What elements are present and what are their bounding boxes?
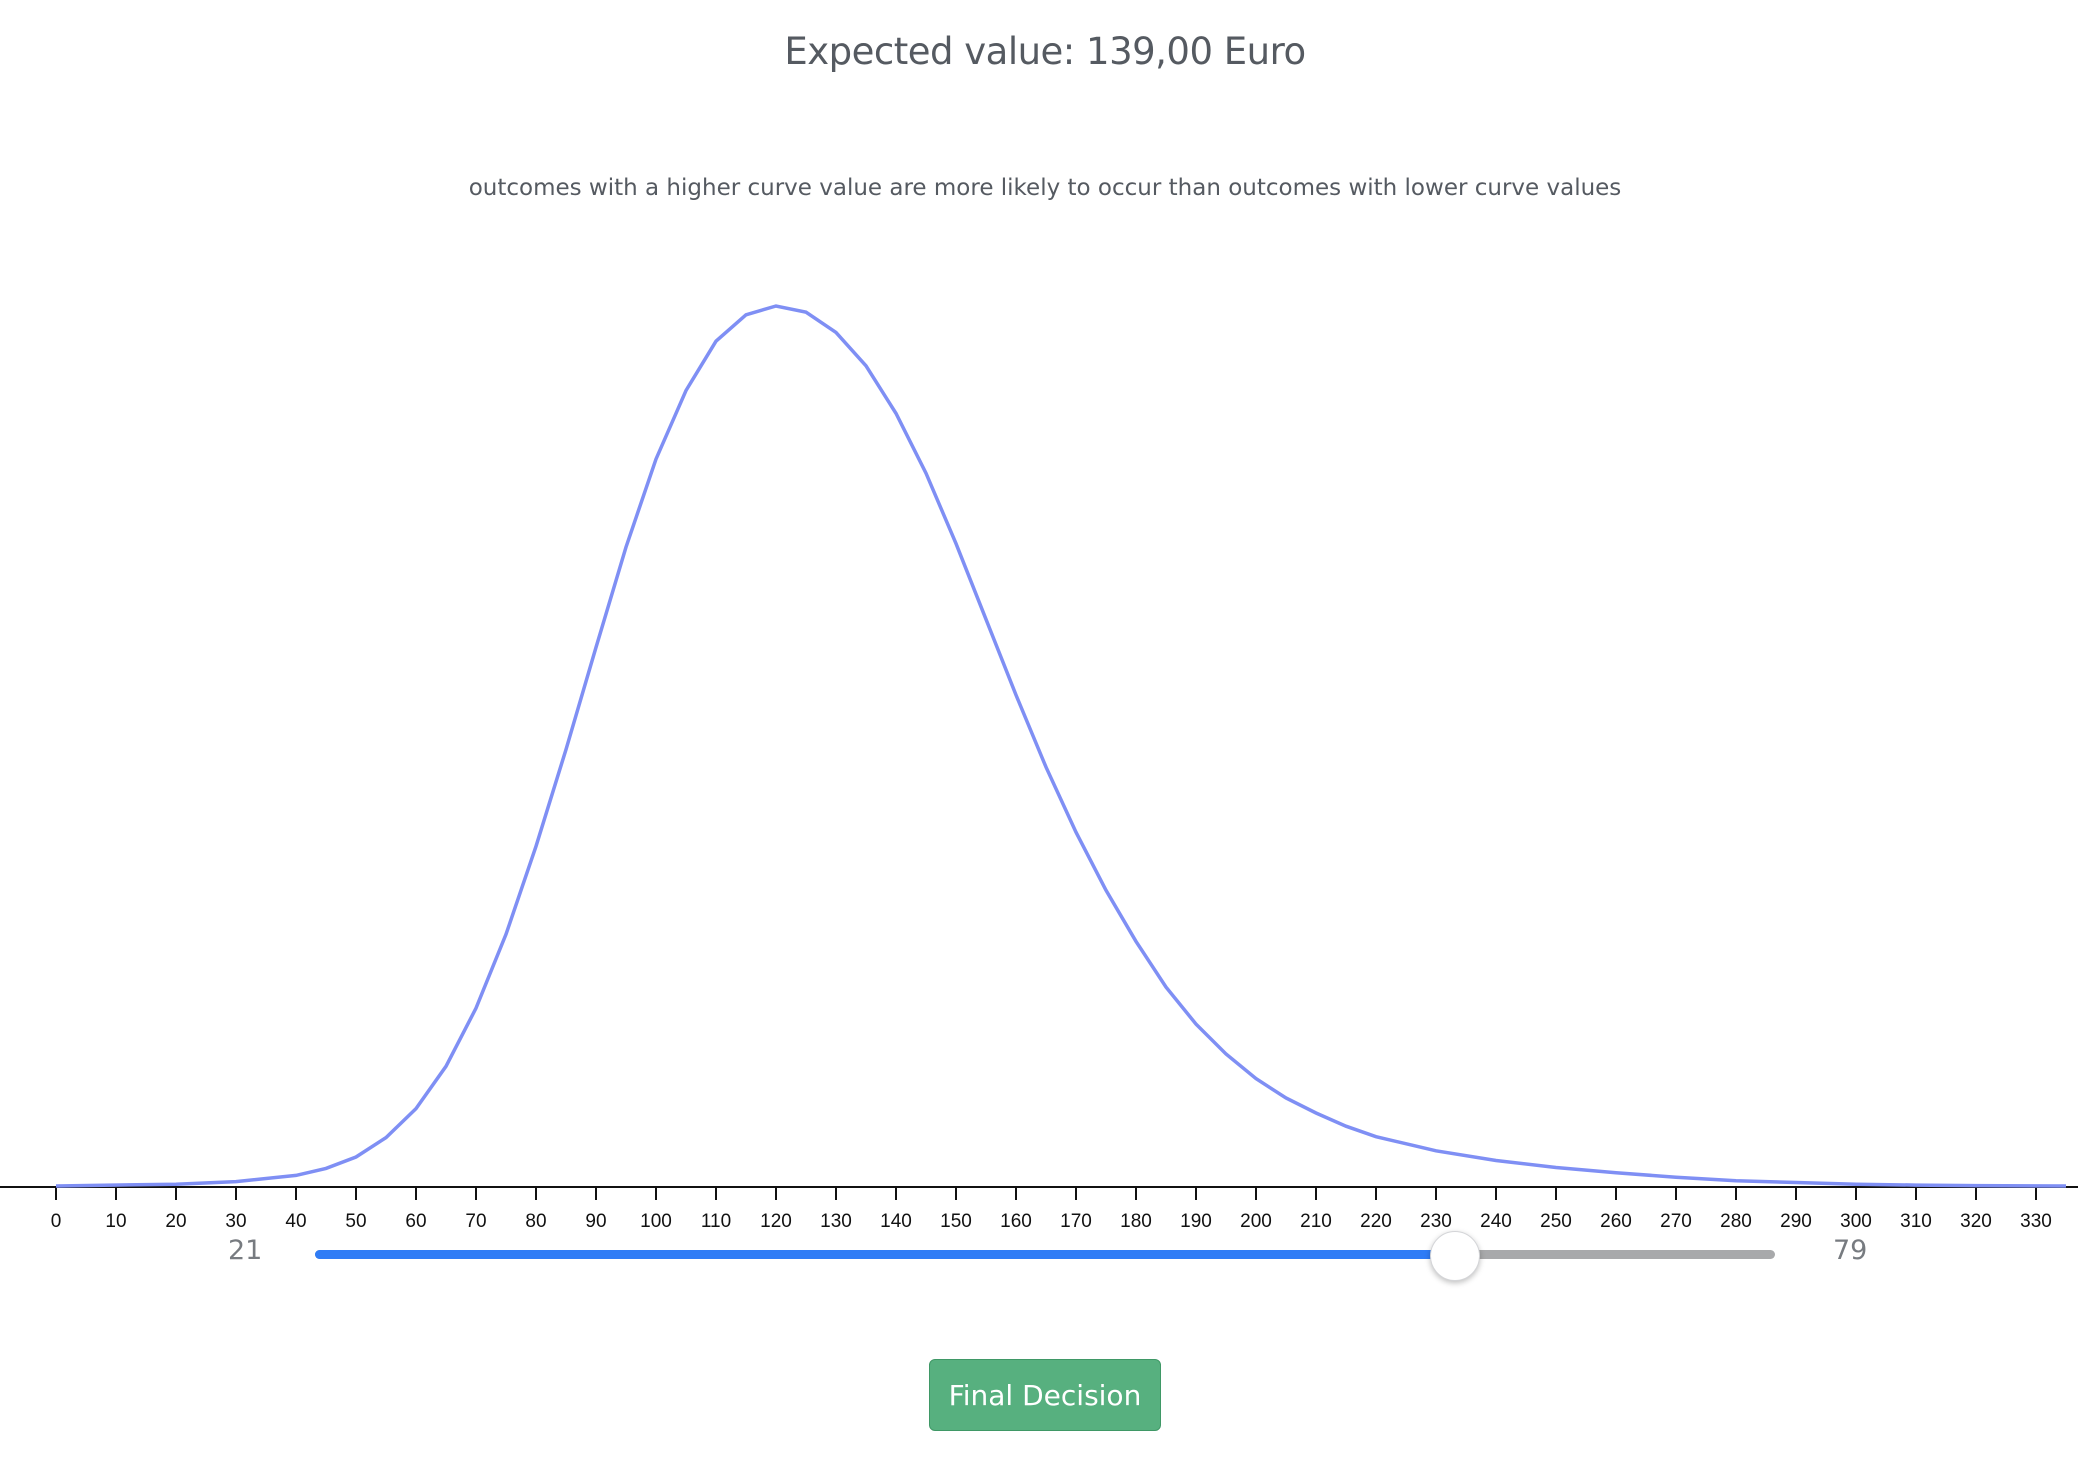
x-tick-label: 50 (345, 1211, 366, 1232)
x-tick-label: 150 (940, 1211, 972, 1232)
x-tick-label: 300 (1840, 1211, 1872, 1232)
x-tick-label: 120 (760, 1211, 792, 1232)
x-tick-label: 280 (1720, 1211, 1752, 1232)
x-tick-label: 170 (1060, 1211, 1092, 1232)
x-tick-label: 200 (1240, 1211, 1272, 1232)
x-tick-label: 70 (465, 1211, 486, 1232)
x-tick-label: 220 (1360, 1211, 1392, 1232)
x-tick-label: 110 (701, 1211, 731, 1232)
x-tick-label: 210 (1300, 1211, 1332, 1232)
x-tick-label: 180 (1120, 1211, 1152, 1232)
x-tick-label: 100 (640, 1211, 672, 1232)
x-axis-ticks: 0 10 20 30 40 50 60 70 80 90 100 110 120 130 140 150 160… (51, 1187, 2052, 1232)
x-tick-label: 90 (585, 1211, 606, 1232)
x-tick-label: 40 (285, 1211, 306, 1232)
curve-explanation-text: outcomes with a higher curve value are m… (468, 175, 1622, 201)
slider-thumb[interactable] (1429, 1231, 1480, 1281)
final-decision-button[interactable]: Final Decision (929, 1359, 1161, 1431)
x-tick-label: 160 (1000, 1211, 1032, 1232)
slider-min-label: 21 (228, 1235, 263, 1266)
x-tick-label: 30 (225, 1211, 246, 1232)
x-tick-label: 260 (1600, 1211, 1632, 1232)
x-tick-label: 80 (525, 1211, 546, 1232)
x-tick-label: 0 (51, 1211, 62, 1232)
x-tick-label: 60 (405, 1211, 426, 1232)
x-tick-label: 140 (880, 1211, 912, 1232)
x-tick-label: 310 (1900, 1211, 1932, 1232)
expected-value-title: Expected value: 139,00 Euro (784, 30, 1306, 73)
probability-slider[interactable] (240, 1231, 1805, 1310)
probability-curve (55, 304, 2067, 1188)
x-tick-label: 270 (1660, 1211, 1692, 1232)
x-tick-label: 330 (2020, 1211, 2052, 1232)
x-tick-label: 10 (105, 1211, 126, 1232)
slider-fill (315, 1250, 1454, 1259)
x-tick-label: 230 (1420, 1211, 1452, 1232)
x-tick-label: 320 (1960, 1211, 1992, 1232)
slider-max-label: 79 (1833, 1235, 1868, 1266)
x-tick-label: 290 (1780, 1211, 1812, 1232)
x-tick-label: 250 (1540, 1211, 1572, 1232)
x-tick-label: 130 (820, 1211, 852, 1232)
x-tick-label: 20 (165, 1211, 186, 1232)
slider-track[interactable] (315, 1231, 1775, 1281)
x-tick-label: 190 (1180, 1211, 1212, 1232)
x-tick-label: 240 (1480, 1211, 1512, 1232)
